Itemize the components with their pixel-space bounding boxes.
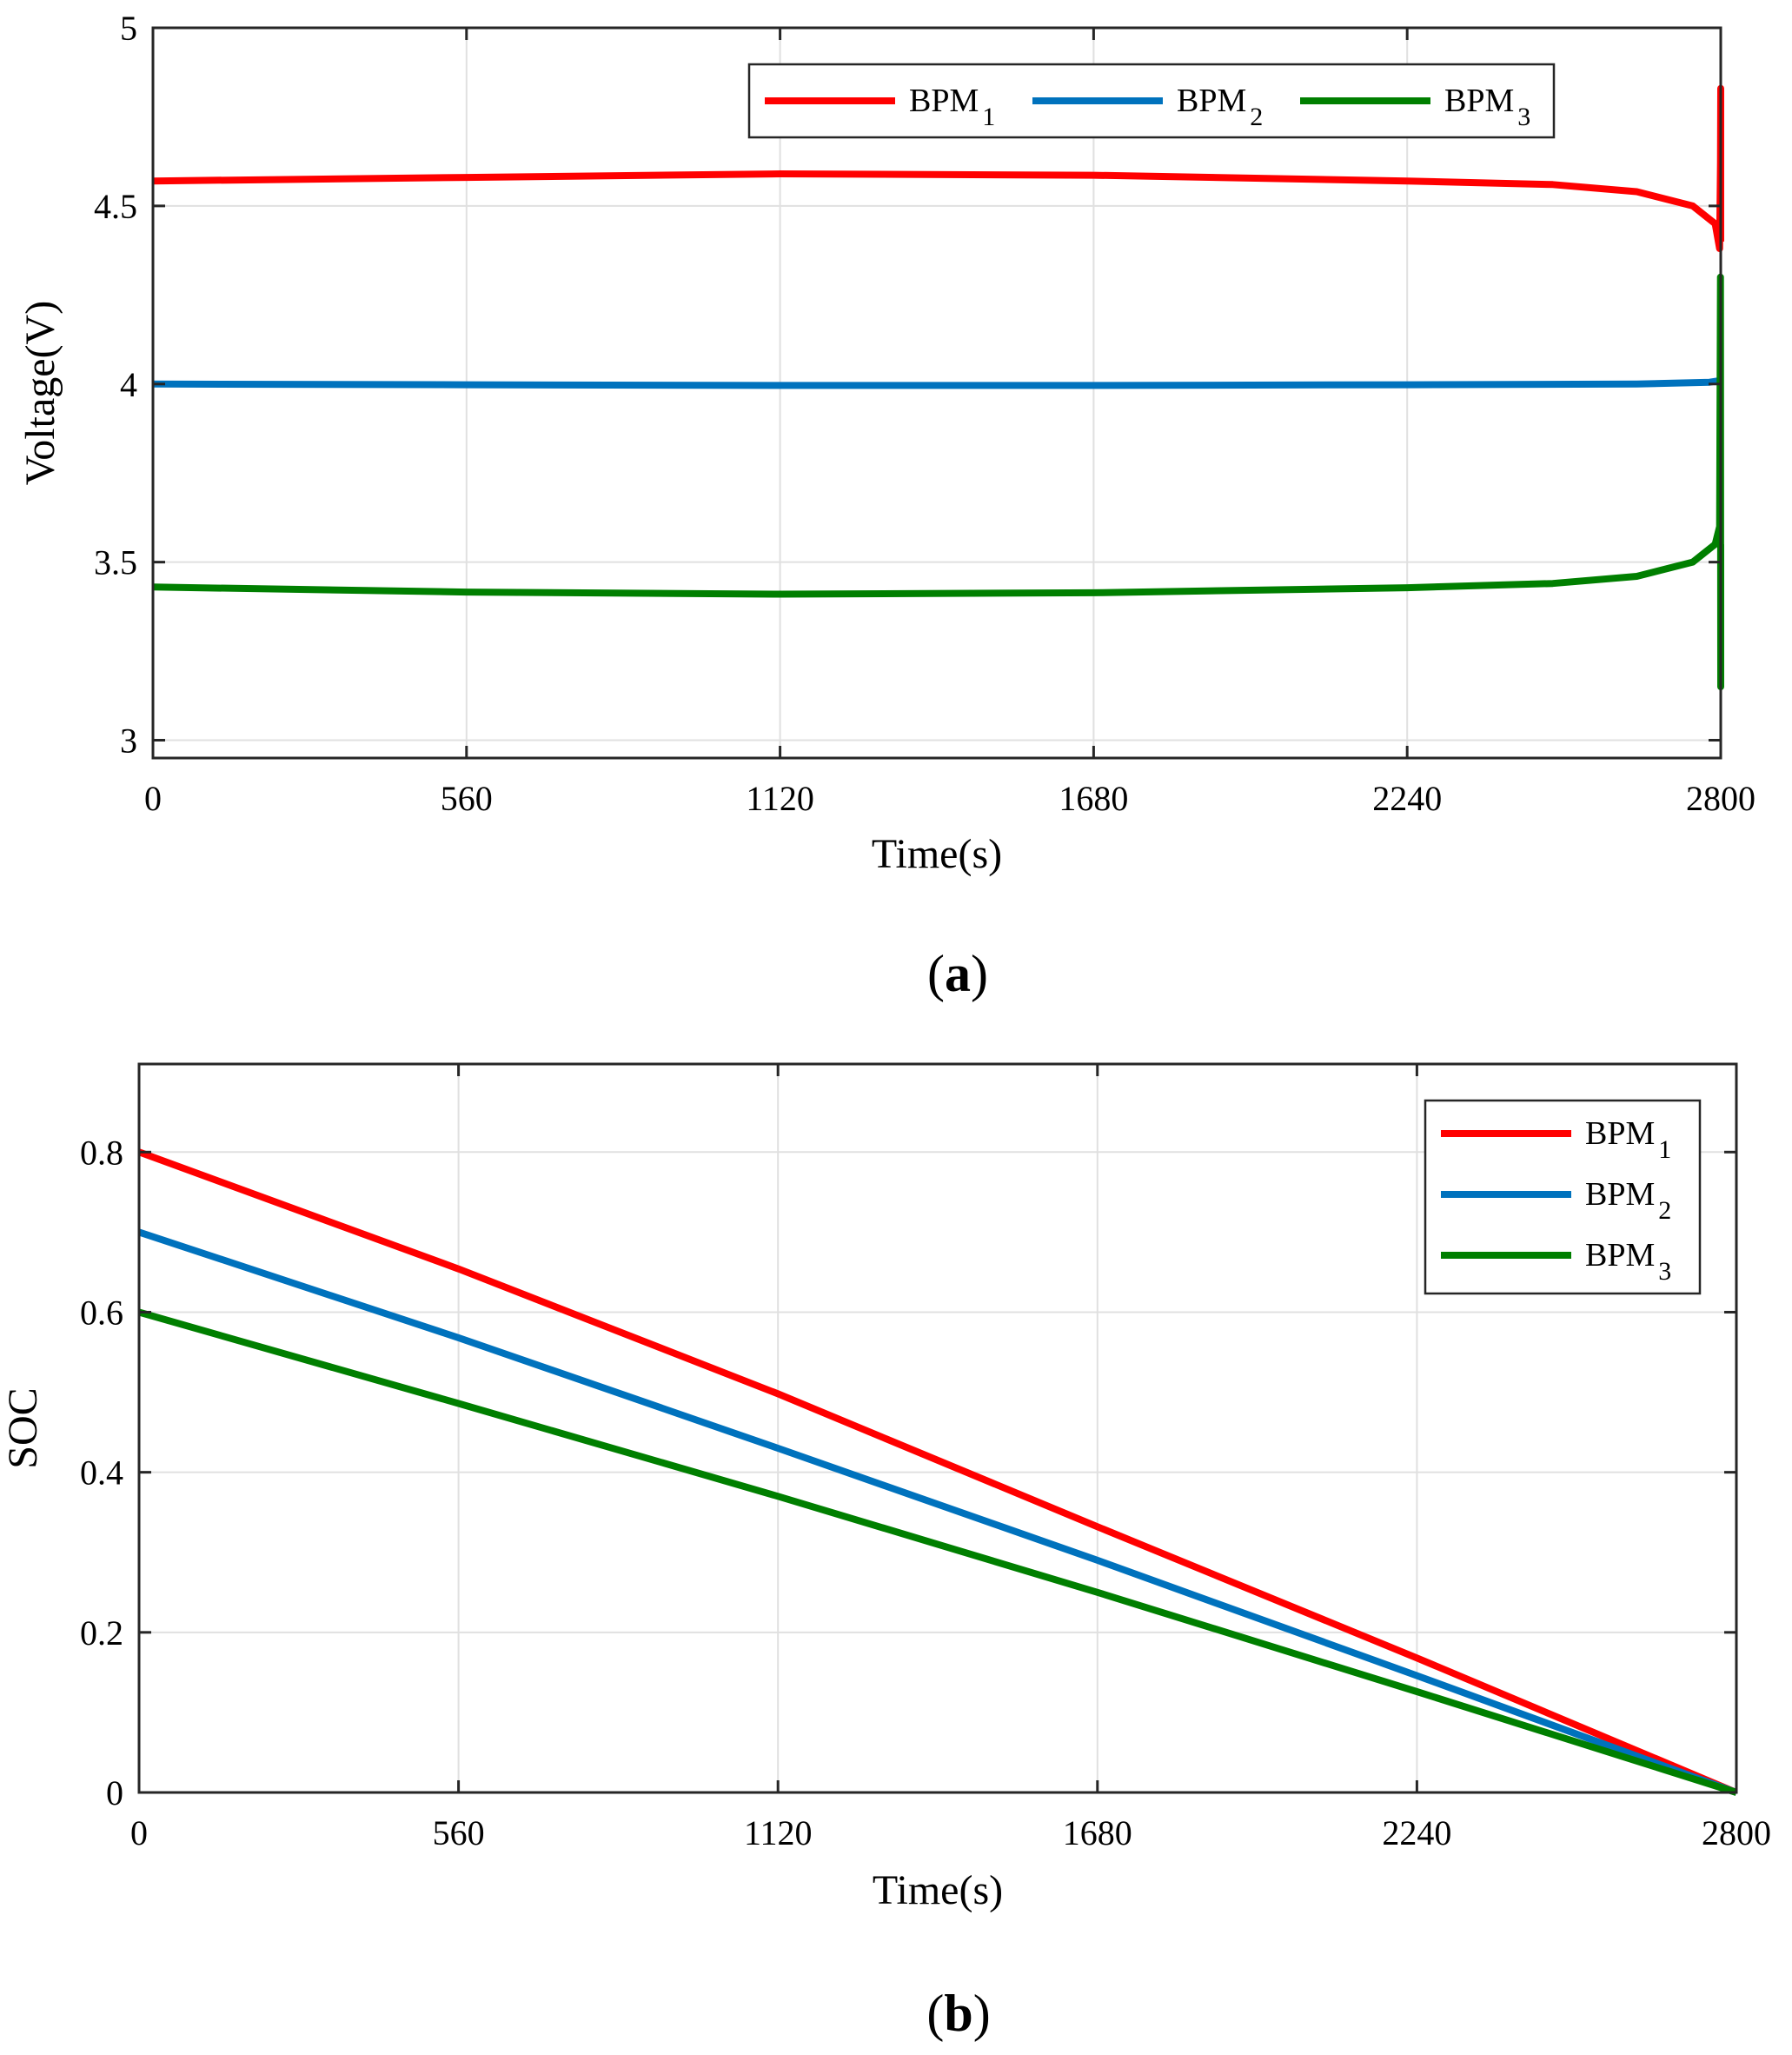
y-tick-label: 3.5 — [94, 543, 137, 582]
series-line-bpm1 — [137, 1148, 1738, 1796]
caption-open: ( — [926, 1985, 944, 2042]
series-line-bpm3 — [137, 1308, 1738, 1796]
legend-label-subscript: 3 — [1517, 103, 1530, 131]
caption-close: ) — [973, 1985, 991, 2042]
axes-box — [137, 1062, 1738, 1794]
chart-b: 0 560 1120 1680 2240 2800 0 0.2 0.4 0.6 0.8 Time(s)… — [0, 1062, 1771, 2042]
legend-item-bpm1: BPM 1 — [1441, 1115, 1671, 1164]
x-axis-label: Time(s) — [872, 831, 1002, 877]
legend-label-subscript: 3 — [1658, 1257, 1671, 1286]
x-tick-label: 0 — [144, 779, 162, 818]
caption-letter: a — [945, 945, 971, 1002]
legend-item-bpm3: BPM 3 — [1441, 1237, 1671, 1286]
y-tick-label: 0.2 — [80, 1613, 123, 1653]
x-tick-label: 560 — [441, 779, 493, 818]
x-tick-label: 1120 — [744, 1813, 813, 1852]
caption-close: ) — [971, 945, 988, 1002]
y-tick-label: 0.6 — [80, 1293, 123, 1332]
caption-open: ( — [927, 945, 945, 1002]
y-tick-label: 5 — [120, 9, 137, 48]
legend-label: BPM 1 — [1585, 1115, 1671, 1164]
chart-a: 0 560 1120 1680 2240 2800 3 3.5 4 4.5 5 Time(s) Volt… — [17, 9, 1755, 1002]
axes-box — [151, 26, 1722, 760]
legend-item-bpm2: BPM 2 — [1032, 83, 1263, 131]
legend-label-subscript: 1 — [982, 103, 995, 131]
x-tick-label: 2240 — [1382, 1813, 1451, 1852]
x-tick-label: 2800 — [1686, 779, 1755, 818]
legend-item-bpm1: BPM 1 — [765, 83, 995, 131]
legend-label: BPM 2 — [1585, 1176, 1671, 1225]
legend-label-name: BPM — [1585, 1115, 1655, 1152]
legend-label: BPM 3 — [1585, 1237, 1671, 1286]
figure-caption: (b) — [926, 1985, 990, 2042]
legend-label: BPM 2 — [1177, 83, 1263, 131]
series-line-bpm2 — [152, 376, 1722, 389]
plot-area — [153, 28, 1721, 758]
x-tick-label: 560 — [433, 1813, 485, 1852]
legend-label-subscript: 2 — [1658, 1196, 1671, 1225]
x-tick-label: 1120 — [746, 779, 814, 818]
legend-label-subscript: 1 — [1658, 1135, 1671, 1164]
legend-label-subscript: 2 — [1250, 103, 1263, 131]
legend-item-bpm3: BPM 3 — [1300, 83, 1530, 131]
legend-label: BPM 3 — [1444, 83, 1530, 131]
figure-caption: (a) — [927, 945, 988, 1002]
y-tick-label: 3 — [120, 722, 137, 761]
legend-label: BPM 1 — [909, 83, 995, 131]
series-line-bpm2 — [137, 1228, 1738, 1796]
x-tick-label: 1680 — [1059, 779, 1128, 818]
x-axis-label: Time(s) — [873, 1867, 1003, 1913]
y-tick-label: 4.5 — [94, 187, 137, 226]
legend-label-name: BPM — [1177, 83, 1246, 119]
legend-label-name: BPM — [1585, 1176, 1655, 1213]
legend-label-name: BPM — [909, 83, 979, 119]
y-tick-label: 0 — [106, 1773, 123, 1812]
x-tick-label: 2800 — [1702, 1813, 1771, 1852]
y-tick-label: 0.4 — [80, 1453, 123, 1493]
legend-item-bpm2: BPM 2 — [1441, 1176, 1671, 1225]
x-tick-label: 2240 — [1372, 779, 1442, 818]
x-tick-label: 1680 — [1063, 1813, 1132, 1852]
y-tick-label: 4 — [120, 365, 137, 404]
y-tick-label: 0.8 — [80, 1133, 123, 1172]
x-tick-label: 0 — [130, 1813, 148, 1852]
legend-label-name: BPM — [1585, 1237, 1655, 1274]
y-axis-label: Voltage(V) — [17, 301, 63, 485]
legend-label-name: BPM — [1444, 83, 1514, 119]
caption-letter: b — [944, 1985, 972, 2042]
y-axis-label: SOC — [0, 1387, 46, 1468]
